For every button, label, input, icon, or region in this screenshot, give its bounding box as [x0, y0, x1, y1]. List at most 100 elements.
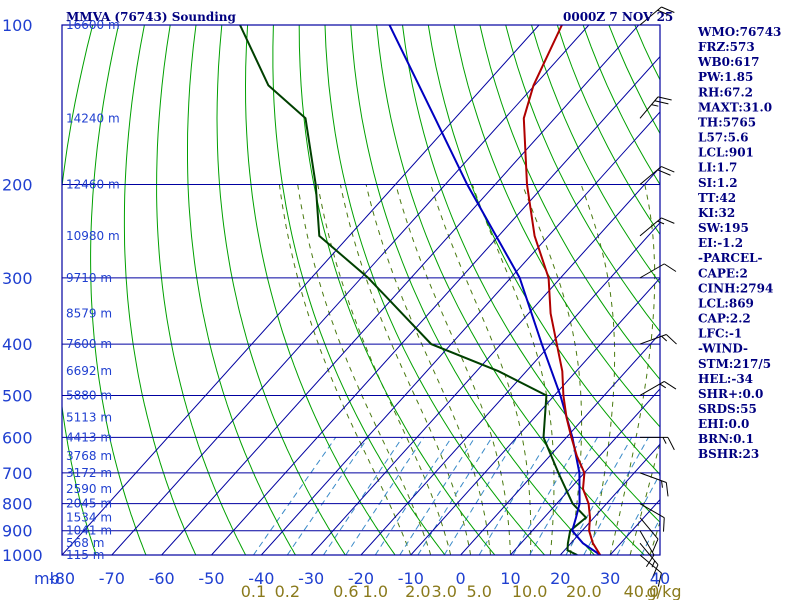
wind-barb-staff	[639, 530, 655, 556]
wind-barb-flag	[661, 6, 675, 13]
dry-adiabat-line	[298, 25, 496, 555]
mixing-ratio-label: 0.2	[275, 582, 300, 600]
mixing-ratio-label: 0.1	[241, 582, 266, 600]
moist-adiabat-line	[297, 184, 432, 555]
isotherm-line	[111, 25, 590, 555]
dewpoint-profile	[239, 25, 588, 555]
index-entry: TT:42	[698, 191, 736, 205]
height-label: 16600 m	[66, 18, 120, 32]
index-entry: SRDS:55	[698, 402, 757, 416]
wind-barb-half-flag	[661, 480, 663, 488]
wind-barb	[639, 517, 659, 553]
isotherm-line	[360, 222, 660, 555]
index-entry: STM:217/5	[698, 357, 771, 371]
temperature-tick-label: 40	[650, 569, 670, 588]
mixing-ratio-label: 1.0	[363, 582, 388, 600]
dry-adiabat-line	[376, 25, 645, 555]
height-label: 3172 m	[66, 466, 112, 480]
index-entry: CINH:2794	[698, 281, 773, 295]
wind-barb	[639, 472, 669, 497]
pressure-tick-label: 700	[2, 464, 33, 483]
isotherm-line	[559, 443, 660, 555]
temperature-tick-label: -80	[49, 569, 75, 588]
index-entry: CAP:2.2	[698, 312, 751, 326]
height-label: 12460 m	[66, 178, 120, 192]
height-label: 4413 m	[66, 430, 112, 444]
wind-barb-half-flag	[661, 335, 668, 342]
valid-time: 0000Z 7 NOV 25	[563, 10, 673, 24]
index-entry: LCL:869	[698, 296, 754, 310]
dry-adiabat-line	[272, 25, 446, 555]
wind-barb-flag	[657, 9, 671, 17]
moist-adiabat-line	[430, 184, 532, 555]
temperature-tick-label: 10	[500, 569, 520, 588]
height-label: 7600 m	[66, 337, 112, 351]
wind-barb-half-flag	[651, 560, 656, 568]
height-label: 6692 m	[66, 364, 112, 378]
temperature-tick-label: -50	[198, 569, 224, 588]
wind-barb-flag	[663, 381, 677, 390]
isotherm-line	[510, 388, 660, 555]
pressure-tick-label: 800	[2, 495, 33, 514]
wind-barb	[639, 166, 675, 185]
isotherm-line	[211, 55, 660, 555]
index-entry: TH:5765	[698, 115, 756, 129]
pressure-tick-label: 900	[2, 522, 33, 541]
pressure-tick-label: 500	[2, 386, 33, 405]
temperature-tick-label: -60	[149, 569, 175, 588]
dry-adiabat-line	[479, 25, 660, 381]
height-label: 1534 m	[66, 511, 112, 525]
wind-barb-half-flag	[651, 104, 659, 107]
isotherm-line	[62, 25, 540, 555]
dry-adiabat-line	[62, 25, 97, 555]
moist-adiabat-line	[471, 184, 555, 555]
index-entry: WMO:76743	[697, 25, 781, 39]
mixing-ratio-label: 20.0	[566, 582, 602, 600]
temperature-profile	[522, 25, 602, 555]
wind-barb	[639, 530, 655, 568]
index-entry: BRN:0.1	[698, 432, 754, 446]
mixing-ratio-unit: g/kg	[647, 582, 682, 600]
height-label: 14240 m	[66, 111, 120, 125]
wind-barb-flag	[654, 100, 669, 105]
height-label: 2590 m	[66, 482, 112, 496]
pressure-tick-label: 1000	[2, 546, 43, 565]
isotherm-line	[161, 25, 640, 555]
moist-adiabat-line	[580, 184, 616, 555]
wind-barb-half-flag	[657, 220, 665, 225]
wind-barb-half-flag	[662, 437, 667, 444]
index-entry: FRZ:573	[698, 40, 755, 54]
isotherm-line	[410, 277, 660, 555]
dry-adiabat-line	[531, 25, 660, 285]
wind-barb-flag	[665, 482, 669, 497]
wind-barb	[639, 6, 675, 26]
moist-adiabat-line	[395, 184, 511, 555]
temperature-tick-label: 0	[456, 569, 466, 588]
mixing-ratio-label: 5.0	[466, 582, 491, 600]
wind-barb-half-flag	[659, 383, 667, 389]
index-entry: SHR+:0.0	[698, 387, 763, 401]
wind-barb	[639, 381, 677, 396]
mixing-ratio-label: 3.0	[432, 582, 457, 600]
index-entry: PW:1.85	[698, 70, 753, 84]
wind-barb-staff	[639, 263, 665, 279]
wind-barb-flag	[645, 554, 655, 568]
wind-barb-flag	[657, 169, 671, 176]
wind-barb	[639, 503, 665, 532]
moist-adiabat-line	[317, 184, 452, 555]
index-entry: MAXT:31.0	[698, 100, 772, 114]
height-label: 2045 m	[66, 497, 112, 511]
height-label: 115 m	[66, 548, 104, 562]
wind-barb-flag	[665, 334, 677, 345]
height-label: 10980 m	[66, 229, 120, 243]
wind-barb-flag	[652, 538, 659, 553]
wind-barb	[639, 217, 675, 237]
temperature-tick-label: -40	[248, 569, 274, 588]
isotherm-line	[260, 111, 660, 555]
index-entry: -PARCEL-	[698, 251, 763, 265]
wind-barb-flag	[663, 263, 677, 272]
dry-adiabat-line	[324, 25, 545, 555]
dry-adiabat-line	[216, 25, 346, 555]
wind-barb-staff	[639, 503, 665, 519]
